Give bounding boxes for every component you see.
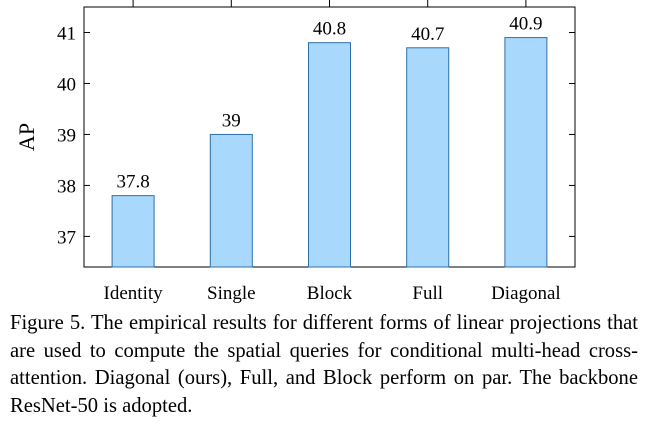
caption-text: Figure 5. The empirical results for diff… <box>10 312 638 417</box>
bar <box>111 195 155 268</box>
x-tick-label: Full <box>412 283 443 304</box>
y-tick-label: 40 <box>57 74 76 95</box>
y-tick-label: 41 <box>57 23 76 44</box>
x-tick-label: Block <box>307 283 353 304</box>
bar <box>308 42 351 268</box>
bar-value-label: 39 <box>222 110 241 131</box>
y-tick-label: 37 <box>57 227 76 248</box>
figure-caption: Figure 5. The empirical results for diff… <box>10 310 638 420</box>
bar-value-label: 40.7 <box>411 24 444 45</box>
x-tick-label: Diagonal <box>491 283 561 304</box>
y-tick-label: 38 <box>57 176 76 197</box>
bar-chart: AP 37 38 39 40 41 37.8 39 40.8 40.7 40.9 Identit… <box>14 0 576 304</box>
y-axis-label: AP <box>14 123 39 151</box>
bar-value-label: 40.9 <box>509 14 542 35</box>
value-labels-group: 37.8 39 40.8 40.7 40.9 <box>116 14 542 193</box>
bars-group <box>111 37 548 268</box>
bar <box>504 37 548 268</box>
x-axis-tick-labels: Identity Single Block Full Diagonal <box>104 283 561 304</box>
bar-value-label: 40.8 <box>313 19 346 40</box>
y-axis-ticks: 37 38 39 40 41 <box>57 23 575 248</box>
bar <box>406 47 450 268</box>
top-axis-ticks <box>132 0 527 7</box>
x-tick-label: Single <box>207 283 256 304</box>
bar <box>209 133 253 268</box>
x-tick-label: Identity <box>104 283 164 304</box>
bar-value-label: 37.8 <box>116 172 149 193</box>
y-tick-label: 39 <box>57 125 76 146</box>
